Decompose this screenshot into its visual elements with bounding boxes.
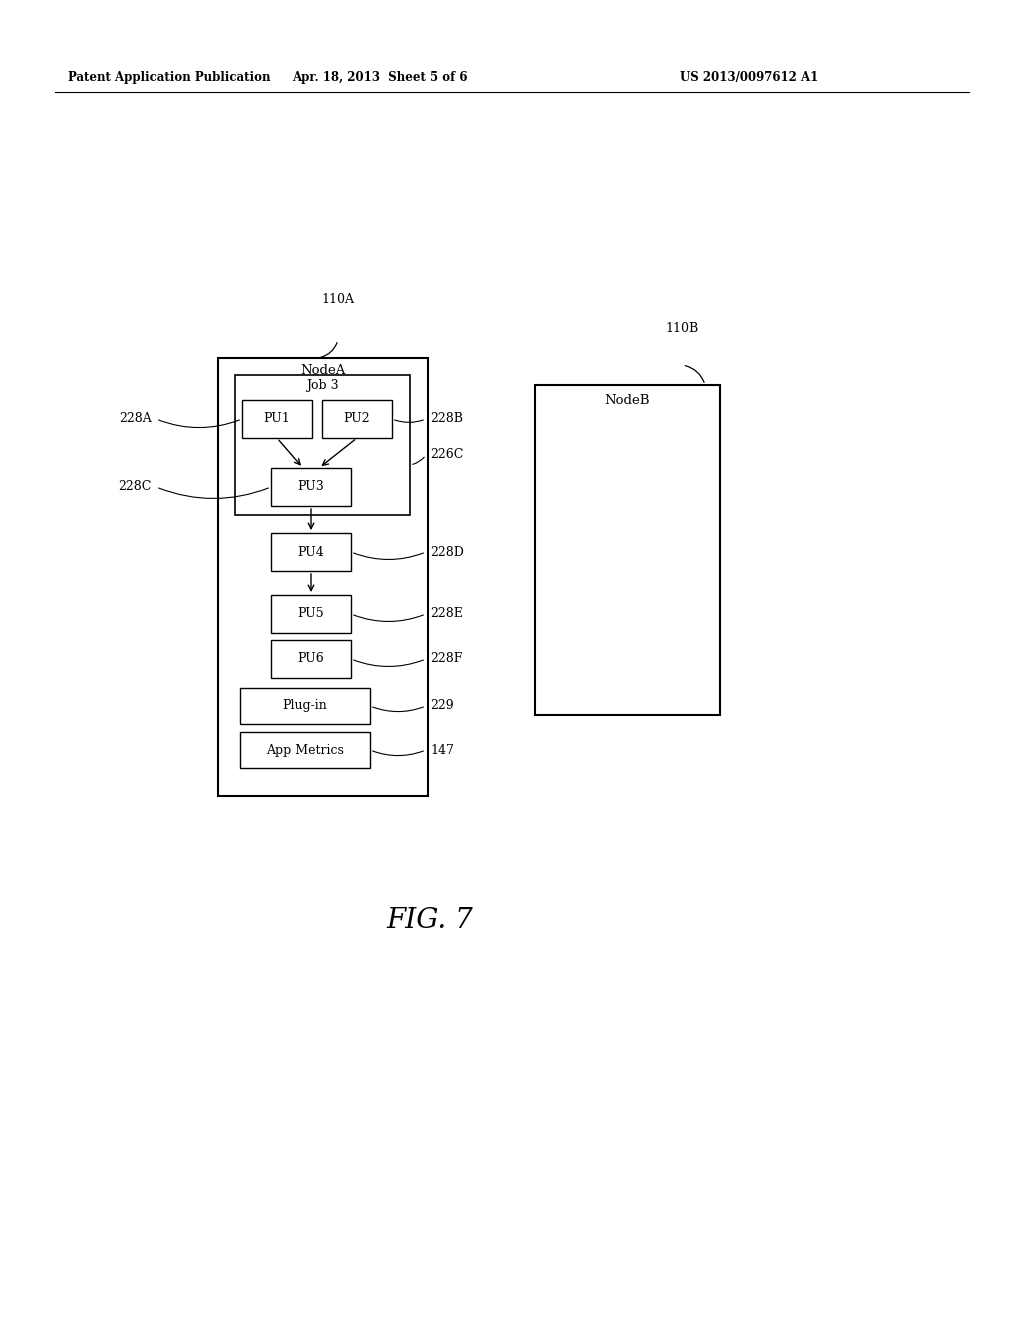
Text: 228E: 228E bbox=[430, 607, 463, 620]
Text: 110A: 110A bbox=[322, 293, 354, 306]
Text: PU5: PU5 bbox=[298, 607, 325, 620]
Text: FIG. 7: FIG. 7 bbox=[387, 907, 473, 933]
Text: App Metrics: App Metrics bbox=[266, 743, 344, 756]
Text: PU4: PU4 bbox=[298, 545, 325, 558]
Text: 228C: 228C bbox=[119, 480, 152, 494]
Text: Job 3: Job 3 bbox=[306, 379, 339, 392]
Text: Patent Application Publication: Patent Application Publication bbox=[68, 71, 270, 84]
Text: Apr. 18, 2013  Sheet 5 of 6: Apr. 18, 2013 Sheet 5 of 6 bbox=[292, 71, 468, 84]
Bar bbox=[240, 733, 370, 768]
Text: PU6: PU6 bbox=[298, 652, 325, 665]
Bar bbox=[234, 375, 410, 515]
Text: PU1: PU1 bbox=[263, 412, 291, 425]
Text: Plug-in: Plug-in bbox=[283, 700, 328, 713]
Bar bbox=[271, 533, 351, 572]
Text: 229: 229 bbox=[430, 700, 454, 713]
Text: 228A: 228A bbox=[119, 412, 152, 425]
Bar bbox=[218, 358, 428, 796]
Bar bbox=[242, 400, 312, 438]
Text: PU3: PU3 bbox=[298, 480, 325, 494]
Text: NodeA: NodeA bbox=[300, 363, 346, 376]
Text: 226C: 226C bbox=[430, 449, 464, 462]
Text: 228D: 228D bbox=[430, 545, 464, 558]
Text: NodeB: NodeB bbox=[605, 395, 650, 408]
Text: PU2: PU2 bbox=[344, 412, 371, 425]
Text: US 2013/0097612 A1: US 2013/0097612 A1 bbox=[680, 71, 818, 84]
Text: 110B: 110B bbox=[666, 322, 699, 335]
Text: 228F: 228F bbox=[430, 652, 463, 665]
Bar bbox=[271, 469, 351, 506]
Text: 228B: 228B bbox=[430, 412, 463, 425]
Bar bbox=[271, 595, 351, 634]
Bar bbox=[535, 385, 720, 715]
Text: 147: 147 bbox=[430, 743, 454, 756]
Bar bbox=[240, 688, 370, 723]
Bar bbox=[271, 640, 351, 678]
Bar bbox=[322, 400, 392, 438]
